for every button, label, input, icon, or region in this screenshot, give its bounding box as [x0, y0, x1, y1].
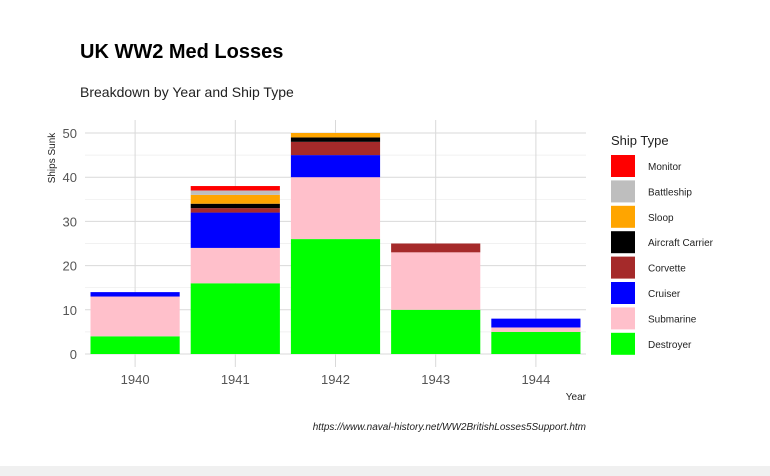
bar-segment-1941-corvette	[190, 208, 280, 213]
legend-swatch-corvette	[611, 256, 635, 279]
bar-segment-1944-destroyer	[491, 331, 581, 354]
bar-segment-1942-sloop	[290, 133, 381, 138]
legend-swatch-aircraft-carrier	[611, 231, 635, 254]
bar-segment-1943-corvette	[391, 243, 481, 253]
chart-title: UK WW2 Med Losses	[80, 41, 283, 63]
bar-segment-1942-destroyer	[290, 239, 381, 354]
legend: Monitor Battleship Sloop Aircraft Carrier Co…	[611, 155, 714, 355]
bar-segment-1940-cruiser	[90, 292, 180, 297]
bottom-strip	[0, 466, 770, 476]
x-axis-ticks: 1940 1941 1942 1943 1944	[121, 372, 551, 387]
bar-segment-1941-battleship	[190, 190, 280, 195]
bar-segment-1941-submarine	[190, 247, 280, 284]
x-axis-label: Year	[566, 392, 587, 403]
legend-label-monitor: Monitor	[648, 162, 682, 173]
legend-label-submarine: Submarine	[648, 314, 697, 325]
legend-swatch-monitor	[611, 155, 635, 177]
bar-segment-1941-aircraft-carrier	[190, 203, 280, 209]
bar-segment-1944-submarine	[491, 327, 581, 332]
legend-swatch-destroyer	[611, 332, 635, 355]
x-tick-label: 1944	[521, 372, 550, 387]
y-tick-label: 20	[63, 259, 77, 274]
y-tick-label: 40	[63, 170, 77, 185]
bar-segment-1942-cruiser	[290, 155, 381, 178]
chart-subtitle: Breakdown by Year and Ship Type	[80, 84, 294, 100]
x-tick-label: 1943	[421, 372, 450, 387]
bar-segment-1944-cruiser	[491, 318, 581, 328]
y-tick-label: 10	[63, 303, 77, 318]
bar-segment-1943-destroyer	[391, 309, 481, 354]
legend-swatch-sloop	[611, 205, 635, 228]
bars	[90, 133, 581, 354]
legend-label-aircraft-carrier: Aircraft Carrier	[648, 238, 714, 249]
y-tick-label: 50	[63, 126, 77, 141]
x-tick-label: 1941	[221, 372, 250, 387]
legend-title: Ship Type	[611, 133, 669, 148]
bar-segment-1942-corvette	[290, 141, 381, 156]
bar-segment-1942-aircraft-carrier	[290, 137, 381, 142]
bar-segment-1941-cruiser	[190, 212, 280, 248]
bar-segment-1940-destroyer	[90, 336, 180, 354]
chart-caption: https://www.naval-history.net/WW2British…	[313, 422, 586, 433]
y-axis-label: Ships Sunk	[47, 132, 58, 184]
legend-label-cruiser: Cruiser	[648, 289, 681, 300]
bar-segment-1943-submarine	[391, 252, 481, 310]
legend-swatch-cruiser	[611, 282, 635, 304]
legend-swatch-submarine	[611, 307, 635, 330]
bar-segment-1941-monitor	[190, 186, 280, 191]
bar-segment-1940-submarine	[90, 296, 180, 337]
x-tick-label: 1940	[121, 372, 150, 387]
bar-segment-1941-destroyer	[190, 283, 280, 354]
legend-label-corvette: Corvette	[648, 264, 686, 275]
bar-segment-1941-sloop	[190, 194, 280, 204]
x-tick-label: 1942	[321, 372, 350, 387]
y-tick-label: 0	[70, 347, 77, 362]
legend-label-sloop: Sloop	[648, 213, 674, 224]
bar-segment-1942-submarine	[290, 177, 381, 240]
legend-label-battleship: Battleship	[648, 187, 692, 198]
legend-label-destroyer: Destroyer	[648, 340, 692, 351]
legend-swatch-battleship	[611, 180, 635, 203]
y-tick-label: 30	[63, 214, 77, 229]
y-axis-ticks: 0 10 20 30 40 50	[63, 126, 77, 362]
